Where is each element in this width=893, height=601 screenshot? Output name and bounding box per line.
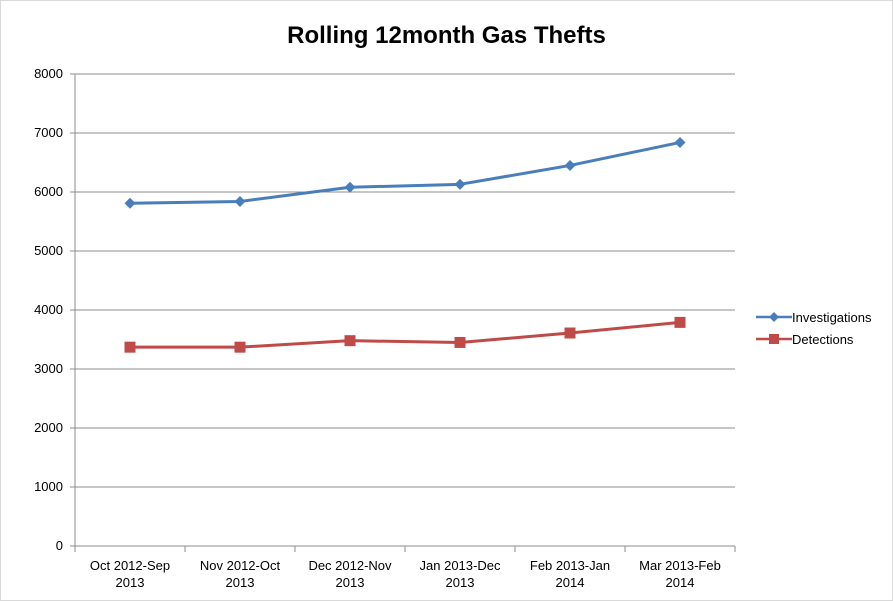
x-tick-label: 2013 — [336, 575, 365, 590]
data-point-detections — [234, 341, 246, 353]
data-point-detections — [674, 316, 686, 328]
x-tick-label: 2014 — [556, 575, 585, 590]
x-tick-label: 2014 — [666, 575, 695, 590]
x-tick-label: Feb 2013-Jan — [530, 558, 610, 573]
x-tick-label: 2013 — [446, 575, 475, 590]
data-point-investigations — [454, 178, 466, 190]
data-point-detections — [344, 335, 356, 347]
data-point-detections — [454, 336, 466, 348]
y-tick-label: 2000 — [34, 420, 63, 435]
x-tick-label: Dec 2012-Nov — [308, 558, 392, 573]
x-tick-label: Oct 2012-Sep — [90, 558, 170, 573]
y-tick-label: 8000 — [34, 66, 63, 81]
legend-swatch-investigations — [756, 312, 792, 322]
data-point-investigations — [344, 181, 356, 193]
legend-label-detections: Detections — [792, 331, 854, 347]
data-point-detections — [124, 341, 136, 353]
y-tick-label: 4000 — [34, 302, 63, 317]
y-tick-label: 0 — [56, 538, 63, 553]
series-line-detections — [130, 320, 681, 349]
y-tick-label: 5000 — [34, 243, 63, 258]
series-line-investigations — [129, 140, 681, 205]
x-tick-label: 2013 — [226, 575, 255, 590]
chart-title: Rolling 12month Gas Thefts — [287, 22, 606, 49]
chart-legend: Investigations Detections — [756, 306, 872, 350]
y-tick-label: 1000 — [34, 479, 63, 494]
x-tick-label: Mar 2013-Feb — [639, 558, 721, 573]
data-point-investigations — [674, 136, 686, 148]
y-tick-label: 3000 — [34, 361, 63, 376]
legend-swatch-detections — [756, 334, 792, 344]
x-tick-label: Nov 2012-Oct — [200, 558, 281, 573]
legend-item-investigations: Investigations — [756, 306, 872, 328]
data-point-investigations — [124, 197, 136, 209]
legend-label-investigations: Investigations — [792, 309, 872, 325]
x-tick-label: Jan 2013-Dec — [420, 558, 501, 573]
data-point-detections — [564, 327, 576, 339]
y-tick-label: 7000 — [34, 125, 63, 140]
data-point-investigations — [234, 195, 246, 207]
x-tick-label: 2013 — [116, 575, 145, 590]
data-point-investigations — [564, 159, 576, 171]
legend-item-detections: Detections — [756, 328, 872, 350]
y-tick-label: 6000 — [34, 184, 63, 199]
